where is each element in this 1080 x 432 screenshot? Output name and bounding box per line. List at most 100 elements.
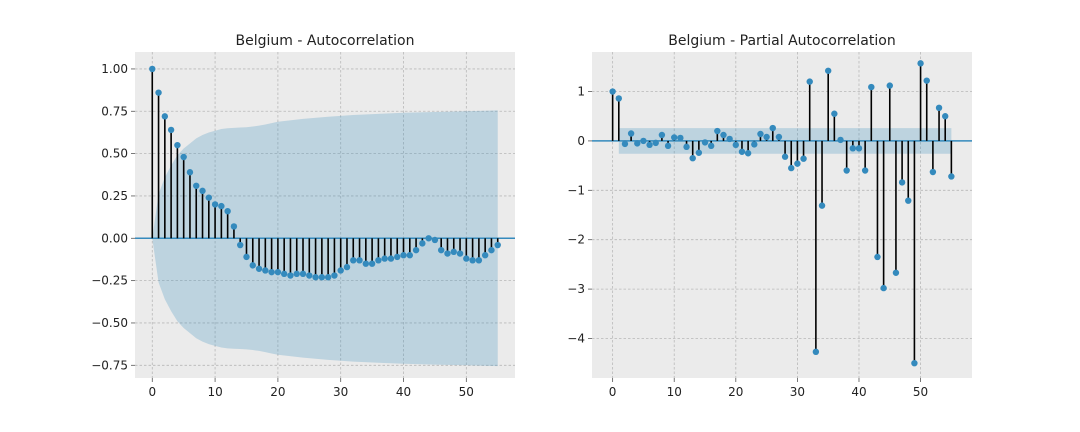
data-point xyxy=(218,202,225,210)
data-point xyxy=(849,145,857,152)
data-point xyxy=(855,145,863,152)
plot-area xyxy=(592,52,972,378)
data-point xyxy=(738,148,746,155)
data-point xyxy=(861,167,869,174)
x-tick-label: 50 xyxy=(459,385,474,399)
data-point xyxy=(243,253,250,261)
data-point xyxy=(671,134,678,141)
data-point xyxy=(180,153,187,161)
x-tick-label: 30 xyxy=(790,385,805,399)
data-point xyxy=(732,141,740,149)
data-point xyxy=(788,164,795,172)
data-point xyxy=(494,241,501,249)
data-point xyxy=(186,169,194,176)
data-point xyxy=(463,255,470,262)
data-point xyxy=(646,141,653,149)
data-point xyxy=(431,236,439,244)
data-point xyxy=(868,83,875,91)
data-point xyxy=(831,110,838,117)
data-point xyxy=(800,155,807,162)
data-point xyxy=(456,250,464,257)
data-point xyxy=(331,272,338,279)
data-point xyxy=(437,246,445,254)
data-point xyxy=(312,274,319,281)
y-tick-label: 0.25 xyxy=(101,189,128,203)
data-point xyxy=(744,150,752,157)
data-point xyxy=(707,142,715,150)
data-point xyxy=(634,140,641,147)
data-point xyxy=(726,135,733,143)
data-point xyxy=(293,270,300,278)
data-point xyxy=(306,272,313,279)
data-point xyxy=(652,139,659,147)
data-point xyxy=(751,141,758,148)
y-tick-label: −0.50 xyxy=(91,316,128,330)
y-tick-label: 1 xyxy=(577,85,585,99)
data-point xyxy=(874,253,881,261)
x-tick-label: 30 xyxy=(333,385,348,399)
data-point xyxy=(911,359,918,367)
data-point xyxy=(394,253,401,261)
data-point xyxy=(658,131,666,139)
data-point xyxy=(174,141,181,149)
data-point xyxy=(167,126,175,134)
data-point xyxy=(368,260,376,267)
x-tick-label: 0 xyxy=(609,385,617,399)
data-point xyxy=(481,252,489,259)
data-point xyxy=(892,269,900,276)
data-point xyxy=(898,179,906,186)
chart-title: Belgium - Partial Autocorrelation xyxy=(668,33,895,49)
data-point xyxy=(621,140,629,148)
x-tick-label: 40 xyxy=(396,385,411,399)
data-point xyxy=(274,268,282,276)
data-point xyxy=(794,160,801,167)
x-tick-label: 50 xyxy=(913,385,928,399)
data-point xyxy=(942,113,949,120)
data-point xyxy=(615,95,622,102)
data-point xyxy=(812,348,820,356)
y-tick-label: 1.00 xyxy=(101,62,128,76)
data-point xyxy=(488,246,495,254)
data-point xyxy=(381,255,388,262)
plot-area xyxy=(135,52,515,378)
data-point xyxy=(343,263,351,271)
data-point xyxy=(337,267,344,274)
data-point xyxy=(627,130,635,137)
data-point xyxy=(609,88,616,95)
data-point xyxy=(268,268,275,276)
data-point xyxy=(362,260,370,267)
data-point xyxy=(640,137,647,145)
data-point xyxy=(781,153,789,160)
data-point xyxy=(280,270,288,278)
x-tick-label: 0 xyxy=(148,385,156,399)
data-point xyxy=(923,77,930,84)
x-tick-label: 20 xyxy=(270,385,285,399)
y-tick-label: 0.75 xyxy=(101,104,128,118)
data-point xyxy=(161,113,169,120)
data-point xyxy=(714,127,721,135)
data-point xyxy=(664,142,672,150)
data-point xyxy=(350,257,357,264)
data-point xyxy=(287,272,294,279)
data-point xyxy=(237,241,244,249)
data-point xyxy=(720,131,727,139)
y-tick-label: −2 xyxy=(567,233,585,247)
data-point xyxy=(149,65,156,73)
data-point xyxy=(701,139,709,146)
x-tick-label: 40 xyxy=(851,385,866,399)
partial-autocorrelation-chart: 0 10 20 30 40 50 −4 −3 −2 −1 0 1 Belgium - Partial A… xyxy=(567,33,972,399)
data-point xyxy=(400,252,407,259)
data-point xyxy=(387,255,395,262)
x-tick-label: 10 xyxy=(667,385,682,399)
data-point xyxy=(324,274,332,281)
data-point xyxy=(806,78,813,85)
chart-title: Belgium - Autocorrelation xyxy=(236,33,415,49)
data-point xyxy=(843,167,850,174)
data-point xyxy=(948,173,955,180)
data-point xyxy=(255,265,263,272)
data-point xyxy=(469,257,476,264)
data-point xyxy=(356,257,363,264)
data-point xyxy=(375,257,382,264)
data-point xyxy=(837,136,844,144)
